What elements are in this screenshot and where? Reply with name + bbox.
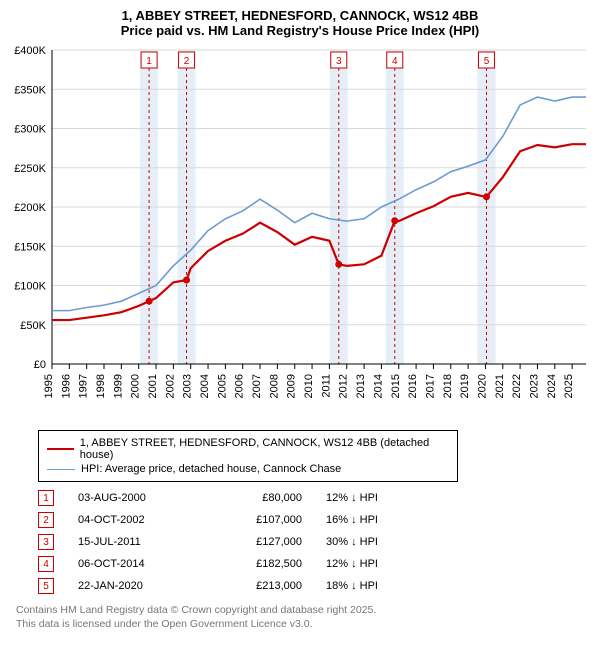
svg-text:2009: 2009 (286, 374, 298, 398)
sale-pct: 30% ↓ HPI (326, 536, 416, 548)
svg-text:£200K: £200K (14, 202, 46, 214)
svg-text:1995: 1995 (43, 374, 55, 398)
svg-text:2018: 2018 (442, 374, 454, 398)
sale-date: 04-OCT-2002 (78, 514, 188, 526)
svg-text:2013: 2013 (355, 374, 367, 398)
svg-text:£150K: £150K (14, 241, 46, 253)
svg-text:2014: 2014 (372, 374, 384, 398)
sale-price: £107,000 (212, 514, 302, 526)
svg-text:4: 4 (392, 56, 398, 67)
attribution: Contains HM Land Registry data © Crown c… (16, 604, 588, 631)
sale-marker: 3 (38, 534, 54, 550)
svg-text:£50K: £50K (20, 320, 46, 332)
svg-text:2020: 2020 (476, 374, 488, 398)
svg-text:2005: 2005 (216, 374, 228, 398)
svg-text:2001: 2001 (147, 374, 159, 398)
title-line-1: 1, ABBEY STREET, HEDNESFORD, CANNOCK, WS… (8, 8, 592, 23)
svg-text:3: 3 (336, 56, 342, 67)
svg-text:£400K: £400K (14, 45, 46, 57)
table-row: 4 06-OCT-2014 £182,500 12% ↓ HPI (38, 556, 588, 572)
svg-text:2015: 2015 (390, 374, 402, 398)
svg-text:2006: 2006 (234, 374, 246, 398)
svg-text:2017: 2017 (424, 374, 436, 398)
svg-text:2012: 2012 (338, 374, 350, 398)
chart-area: £0 £50K £100K £150K £200K £250K £300K £350K £400… (8, 44, 592, 424)
svg-text:£300K: £300K (14, 124, 46, 136)
legend-row: 1, ABBEY STREET, HEDNESFORD, CANNOCK, WS… (47, 437, 449, 461)
chart-container: 1, ABBEY STREET, HEDNESFORD, CANNOCK, WS… (0, 0, 600, 639)
legend-swatch (47, 448, 74, 450)
sale-marker: 2 (38, 512, 54, 528)
sale-marker: 5 (38, 578, 54, 594)
sale-date: 15-JUL-2011 (78, 536, 188, 548)
sale-pct: 12% ↓ HPI (326, 558, 416, 570)
svg-text:2022: 2022 (511, 374, 523, 398)
svg-text:2007: 2007 (251, 374, 263, 398)
sale-price: £80,000 (212, 492, 302, 504)
attribution-line-1: Contains HM Land Registry data © Crown c… (16, 604, 588, 618)
svg-text:1997: 1997 (78, 374, 90, 398)
title-line-2: Price paid vs. HM Land Registry's House … (8, 23, 592, 38)
sale-date: 03-AUG-2000 (78, 492, 188, 504)
legend-label: 1, ABBEY STREET, HEDNESFORD, CANNOCK, WS… (80, 437, 449, 461)
svg-text:2008: 2008 (268, 374, 280, 398)
table-row: 1 03-AUG-2000 £80,000 12% ↓ HPI (38, 490, 588, 506)
table-row: 5 22-JAN-2020 £213,000 18% ↓ HPI (38, 578, 588, 594)
legend-row: HPI: Average price, detached house, Cann… (47, 463, 449, 475)
sale-pct: 12% ↓ HPI (326, 492, 416, 504)
svg-text:2010: 2010 (303, 374, 315, 398)
svg-text:2025: 2025 (563, 374, 575, 398)
svg-text:1998: 1998 (95, 374, 107, 398)
sale-date: 22-JAN-2020 (78, 580, 188, 592)
legend-swatch (47, 469, 75, 470)
legend-box: 1, ABBEY STREET, HEDNESFORD, CANNOCK, WS… (38, 430, 458, 482)
svg-text:1996: 1996 (60, 374, 72, 398)
table-row: 3 15-JUL-2011 £127,000 30% ↓ HPI (38, 534, 588, 550)
svg-text:1999: 1999 (112, 374, 124, 398)
sale-price: £213,000 (212, 580, 302, 592)
svg-text:5: 5 (484, 56, 490, 67)
legend-label: HPI: Average price, detached house, Cann… (81, 463, 341, 475)
sale-marker: 4 (38, 556, 54, 572)
sales-table: 1 03-AUG-2000 £80,000 12% ↓ HPI 2 04-OCT-2002… (38, 490, 588, 594)
svg-text:2: 2 (184, 56, 190, 67)
svg-text:2004: 2004 (199, 374, 211, 398)
sale-pct: 16% ↓ HPI (326, 514, 416, 526)
sale-price: £127,000 (212, 536, 302, 548)
attribution-line-2: This data is licensed under the Open Gov… (16, 618, 588, 632)
svg-text:1: 1 (146, 56, 152, 67)
chart-svg: £0 £50K £100K £150K £200K £250K £300K £350K £400… (8, 44, 592, 424)
svg-text:2021: 2021 (494, 374, 506, 398)
svg-text:2003: 2003 (182, 374, 194, 398)
svg-text:£250K: £250K (14, 163, 46, 175)
sale-price: £182,500 (212, 558, 302, 570)
svg-text:2000: 2000 (130, 374, 142, 398)
svg-text:2024: 2024 (546, 374, 558, 398)
sale-marker: 1 (38, 490, 54, 506)
svg-text:2019: 2019 (459, 374, 471, 398)
svg-text:2002: 2002 (164, 374, 176, 398)
svg-text:£100K: £100K (14, 281, 46, 293)
sale-date: 06-OCT-2014 (78, 558, 188, 570)
svg-text:2011: 2011 (320, 374, 332, 398)
title-block: 1, ABBEY STREET, HEDNESFORD, CANNOCK, WS… (8, 8, 592, 38)
table-row: 2 04-OCT-2002 £107,000 16% ↓ HPI (38, 512, 588, 528)
svg-text:2023: 2023 (528, 374, 540, 398)
svg-text:£0: £0 (34, 359, 46, 371)
svg-text:2016: 2016 (407, 374, 419, 398)
svg-text:£350K: £350K (14, 84, 46, 96)
sale-pct: 18% ↓ HPI (326, 580, 416, 592)
